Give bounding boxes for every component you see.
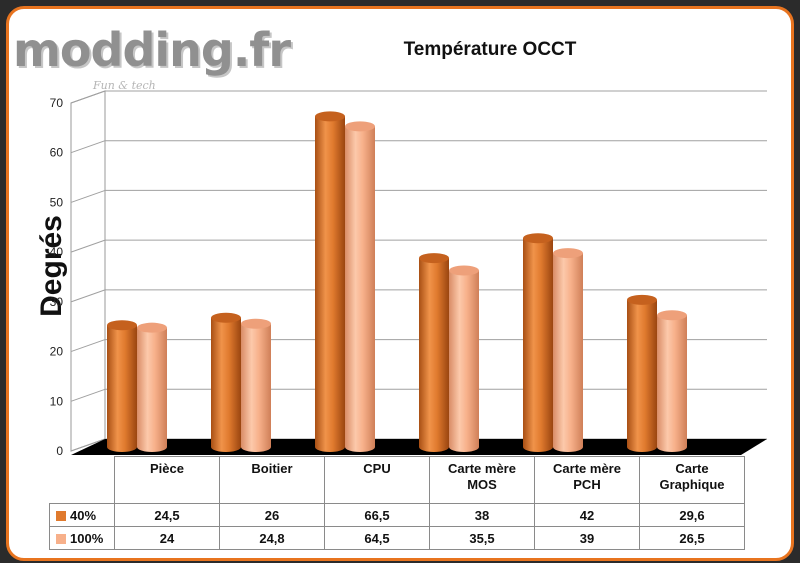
data-table: Pièce Boitier CPU Carte mère MOS Carte mère PC… xyxy=(49,456,745,550)
bar-top xyxy=(419,253,449,264)
series-name: 40% xyxy=(49,503,115,527)
bar xyxy=(211,312,241,452)
category-label: Pièce xyxy=(114,456,220,504)
bar xyxy=(419,253,449,452)
category-label: Carte Graphique xyxy=(639,456,745,504)
gridline-depth xyxy=(70,289,106,303)
category-label: Carte mère PCH xyxy=(534,456,640,504)
series-name: 100% xyxy=(49,526,115,550)
data-value: 26,5 xyxy=(639,526,745,550)
bar-body xyxy=(553,253,583,452)
bar xyxy=(657,310,687,452)
bar xyxy=(315,111,345,453)
bar-body xyxy=(241,323,271,452)
category-label: Boitier xyxy=(219,456,325,504)
bar-body xyxy=(523,238,553,452)
bar-top xyxy=(345,121,375,132)
bar-top xyxy=(627,294,657,305)
data-value: 35,5 xyxy=(429,526,535,550)
category-label: CPU xyxy=(324,456,430,504)
y-tick-label: 30 xyxy=(50,295,64,309)
bar-top xyxy=(137,322,167,333)
gridline-depth xyxy=(70,438,106,452)
gridline-depth xyxy=(70,189,106,203)
bar-top xyxy=(211,312,241,323)
chart-plot: 0 10 20 30 40 50 60 70 xyxy=(50,90,767,458)
table-corner xyxy=(50,457,115,504)
bar xyxy=(107,320,137,452)
data-value: 29,6 xyxy=(639,503,745,527)
bar xyxy=(627,294,657,452)
series-row: 40% 24,5 26 66,5 38 42 29,6 xyxy=(49,503,745,527)
site-tagline: Fun & tech xyxy=(93,79,156,92)
bar-top xyxy=(523,233,553,244)
bar-body xyxy=(657,315,687,452)
gridline-depth xyxy=(70,239,106,253)
bar-top xyxy=(315,111,345,122)
side-wall xyxy=(70,90,106,452)
data-value: 42 xyxy=(534,503,640,527)
bar xyxy=(449,265,479,452)
bar xyxy=(553,248,583,452)
y-tick-label: 40 xyxy=(50,245,64,259)
legend-swatch xyxy=(56,510,66,521)
bar-body xyxy=(137,327,167,452)
site-logo: modding.fr xyxy=(13,23,291,77)
data-value: 38 xyxy=(429,503,535,527)
bar xyxy=(523,233,553,452)
data-value: 64,5 xyxy=(324,526,430,550)
gridline-depth xyxy=(70,388,106,402)
bar-top xyxy=(553,248,583,259)
gridline-depth xyxy=(70,90,106,104)
bar-top xyxy=(241,318,271,329)
bar-body xyxy=(419,258,449,452)
bar-body xyxy=(449,270,479,452)
y-tick-label: 10 xyxy=(50,394,64,408)
gridline-depth xyxy=(70,339,106,353)
bar xyxy=(241,318,271,452)
bar-top xyxy=(449,265,479,276)
data-value: 24,8 xyxy=(219,526,325,550)
bar-body xyxy=(107,325,137,452)
y-tick-label: 20 xyxy=(50,345,64,359)
bar-body xyxy=(211,317,241,452)
y-tick-label: 70 xyxy=(50,96,64,110)
chart-frame: modding.fr Fun & tech Température OCCT D… xyxy=(6,6,794,561)
data-value: 24,5 xyxy=(114,503,220,527)
bar-body xyxy=(345,126,375,452)
y-tick-label: 60 xyxy=(50,146,64,160)
category-label: Carte mère MOS xyxy=(429,456,535,504)
y-tick-label: 0 xyxy=(56,444,63,458)
bar-top xyxy=(107,320,137,331)
data-value: 24 xyxy=(114,526,220,550)
y-tick-label: 50 xyxy=(50,195,64,209)
bar xyxy=(137,322,167,452)
legend-swatch xyxy=(56,533,66,544)
series-row: 100% 24 24,8 64,5 35,5 39 26,5 xyxy=(49,526,745,550)
bar-top xyxy=(657,310,687,321)
bar-body xyxy=(627,299,657,452)
data-value: 26 xyxy=(219,503,325,527)
bar xyxy=(345,121,375,452)
gridline-depth xyxy=(70,140,106,154)
bar-body xyxy=(315,116,345,453)
data-value: 66,5 xyxy=(324,503,430,527)
data-value: 39 xyxy=(534,526,640,550)
chart-title: Température OCCT xyxy=(403,39,577,60)
